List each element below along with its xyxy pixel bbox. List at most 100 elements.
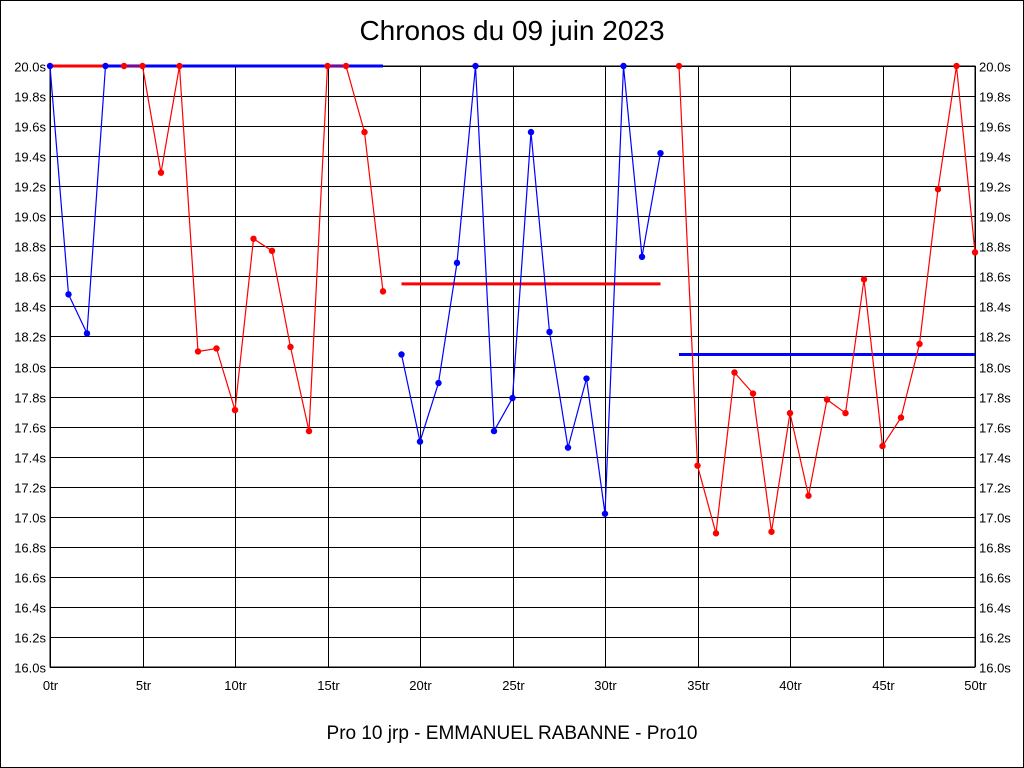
data-point [83,330,91,337]
y-tick-label-right: 17.6s [979,421,1011,436]
y-tick-label-right: 18.4s [979,300,1011,315]
data-point [65,291,72,298]
y-tick-label-left: 17.8s [14,391,46,406]
series-line [124,65,384,432]
data-point [305,427,313,435]
chart-caption: Pro 10 jrp - EMMANUEL RABANNE - Pro10 [326,723,698,744]
y-tick-label-left: 17.6s [14,421,46,436]
grid-layer [49,65,976,668]
data-point [472,62,479,70]
data-point [416,438,424,445]
data-point [583,375,590,382]
data-point [250,235,257,242]
y-tick-label-right: 18.8s [979,240,1011,255]
data-point [657,149,664,157]
series-line [49,65,107,336]
data-point [379,288,387,295]
y-tick-label-left: 17.2s [14,481,46,496]
data-point [527,128,535,136]
x-tick-label: 15tr [317,678,340,693]
x-tick-label: 45tr [872,678,895,693]
x-tick-label: 35tr [687,678,710,693]
data-point [176,62,183,70]
y-tick-label-right: 17.0s [979,511,1011,526]
y-tick-label-left: 18.2s [14,330,46,345]
x-tick-label: 50tr [964,678,987,693]
x-tick-label: 30tr [594,678,617,693]
series-line [678,65,976,534]
y-tick-label-left: 18.0s [14,361,46,376]
y-tick-label-left: 17.0s [14,511,46,526]
data-point [46,62,54,70]
data-point [879,442,886,450]
y-tick-label-right: 19.2s [979,180,1011,195]
data-point [102,62,109,70]
data-point [934,186,942,193]
y-tick-label-right: 19.0s [979,210,1011,225]
y-tick-label-left: 16.2s [14,631,46,646]
data-point [860,276,868,283]
y-tick-label-right: 19.6s [979,120,1011,135]
data-point [453,259,461,267]
x-tick-label: 40tr [779,678,802,693]
data-point [749,390,757,397]
data-point [120,62,128,70]
data-point [768,528,775,535]
y-tick-label-right: 16.0s [979,661,1011,676]
y-tick-label-left: 17.4s [14,451,46,466]
y-tick-label-left: 19.2s [14,180,46,195]
data-point [712,530,720,537]
data-point [971,249,979,256]
data-point [694,462,701,469]
series-layer [46,62,979,537]
y-tick-label-right: 17.4s [979,451,1011,466]
data-point [916,340,923,348]
data-point [435,379,442,387]
data-point [953,62,960,70]
x-tick-label: 25tr [502,678,525,693]
x-tick-label: 0tr [43,678,59,693]
y-tick-label-right: 19.8s [979,90,1011,105]
y-tick-label-left: 19.8s [14,90,46,105]
data-point [490,427,498,435]
y-tick-label-left: 18.4s [14,300,46,315]
data-point [620,62,627,70]
y-tick-label-right: 18.2s [979,330,1011,345]
y-tick-label-right: 19.4s [979,150,1011,165]
data-point [601,510,609,517]
x-tick-label: 20tr [409,678,432,693]
data-point [564,444,572,451]
data-point [786,409,794,417]
data-point [231,406,239,414]
y-tick-label-left: 19.6s [14,120,46,135]
data-point [897,414,905,421]
data-point [361,128,368,136]
x-tick-label: 10tr [224,678,247,693]
data-point [342,62,350,70]
data-point [823,396,831,403]
x-tick-label: 5tr [136,678,152,693]
data-point [731,369,738,376]
data-point [268,247,276,255]
data-point [324,62,331,70]
y-tick-label-right: 16.4s [979,601,1011,616]
chart-title: Chronos du 09 juin 2023 [359,15,665,46]
data-point [842,409,849,417]
data-point [157,169,165,176]
y-tick-label-right: 16.2s [979,631,1011,646]
data-point [805,492,812,499]
y-tick-label-left: 16.0s [14,661,46,676]
y-tick-label-right: 17.8s [979,391,1011,406]
y-tick-label-right: 20.0s [979,60,1011,75]
y-tick-label-right: 16.6s [979,571,1011,586]
y-tick-label-left: 16.4s [14,601,46,616]
data-point [194,348,202,355]
y-tick-label-right: 18.6s [979,270,1011,285]
data-point [546,328,553,336]
y-tick-label-left: 18.6s [14,270,46,285]
data-point [509,394,516,402]
data-point [287,343,294,351]
data-point [139,62,146,70]
